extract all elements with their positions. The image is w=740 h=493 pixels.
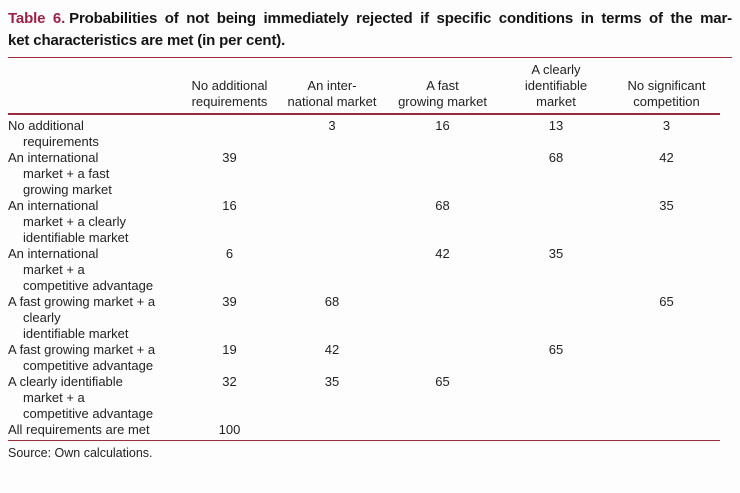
column-header: No significant competition (613, 58, 720, 115)
row-label-line: growing market (23, 182, 112, 197)
row-label-line: A clearly identifiable (8, 374, 123, 389)
value-cell (499, 422, 613, 441)
row-label-line: A fast growing market + a (8, 294, 156, 309)
row-label-line: A fast growing market + a (8, 342, 156, 357)
table-row: An international market + a competitive ad… (8, 246, 720, 294)
value-cell (278, 422, 386, 441)
value-cell (278, 246, 386, 294)
row-label-line: An international (8, 150, 99, 165)
value-cell (613, 342, 720, 374)
column-header: A fast growing market (386, 58, 499, 115)
value-cell: 42 (324, 342, 340, 357)
value-cell: 68 (548, 150, 564, 165)
table-row: A clearly identifiable market + a competit… (8, 374, 720, 422)
row-label-cell: All requirements are met (8, 422, 181, 441)
row-label-cell: A fast growing market + a competitive adv… (8, 342, 181, 374)
row-label-line: market + a (23, 390, 85, 405)
column-header: An inter-national market (278, 58, 386, 115)
column-header: A clearly identifiable market (499, 58, 613, 115)
table-row: An international market + a clearly identi… (8, 198, 720, 246)
value-cell (278, 150, 386, 198)
probabilities-table: No additional requirements An inter-nation… (8, 58, 720, 441)
caption-line-1: Table 6. Probabilities of not being immed… (8, 8, 732, 30)
table-caption: Table 6. Probabilities of not being immed… (8, 8, 732, 58)
row-label-line: identifiable market (23, 326, 129, 341)
value-cell: 3 (662, 118, 671, 133)
table-number-label: Table 6. (8, 10, 66, 27)
value-cell (386, 150, 499, 198)
row-label-cell: A clearly identifiable market + a competit… (8, 374, 181, 422)
table-body: No additional requirements 3 16 13 3 An intern… (8, 114, 720, 441)
value-cell: 68 (435, 198, 450, 213)
value-cell: 65 (435, 374, 450, 389)
row-label-cell: An international market + a clearly identi… (8, 198, 181, 246)
value-cell: 65 (548, 342, 564, 357)
value-cell: 35 (548, 246, 564, 261)
row-label-line: identifiable market (23, 230, 129, 245)
row-label-line: competitive advantage (23, 278, 154, 293)
value-cell (278, 198, 386, 246)
row-label-cell: An international market + a competitive ad… (8, 246, 181, 294)
table-row: An international market + a fast growing m… (8, 150, 720, 198)
value-cell (613, 246, 720, 294)
value-cell: 3 (328, 118, 336, 133)
value-cell: 39 (222, 294, 237, 309)
value-cell (499, 374, 613, 422)
value-cell: 42 (659, 150, 674, 165)
row-label-line: clearly (23, 310, 61, 325)
row-label-cell: A fast growing market + a clearly identifi… (8, 294, 181, 342)
row-label-cell: An international market + a fast growing m… (8, 150, 181, 198)
row-label-cell: No additional requirements (8, 114, 181, 150)
row-label-line: competitive advantage (23, 358, 154, 373)
table-row: All requirements are met 100 (8, 422, 720, 441)
value-cell: 16 (222, 198, 237, 213)
row-label-line: requirements (23, 134, 99, 149)
value-cell (181, 114, 278, 150)
value-cell: 100 (181, 422, 278, 441)
row-label-line: market + a fast (23, 166, 110, 181)
value-cell (386, 342, 499, 374)
row-label-line: competitive advantage (23, 406, 154, 421)
table-row: No additional requirements 3 16 13 3 (8, 114, 720, 150)
row-label-line: An international (8, 246, 99, 261)
value-cell (386, 294, 499, 342)
value-cell: 16 (435, 118, 450, 133)
value-cell: 68 (324, 294, 340, 309)
row-label-line: market + a (23, 262, 85, 277)
value-cell: 42 (435, 246, 450, 261)
row-label-line: An international (8, 198, 99, 213)
value-cell: 32 (222, 374, 237, 389)
value-cell: 35 (659, 198, 674, 213)
value-cell: 6 (225, 246, 234, 261)
row-label-line: market + a clearly (23, 214, 126, 229)
corner-cell (8, 58, 181, 115)
caption-text-line1: Probabilities of not being immediately r… (69, 10, 733, 27)
value-cell (499, 198, 613, 246)
table-row: A fast growing market + a clearly identifi… (8, 294, 720, 342)
value-cell (386, 422, 499, 441)
value-cell: 13 (548, 118, 564, 133)
header-row: No additional requirements An inter-nation… (8, 58, 720, 115)
caption-text-line2: ket characteristics are met (in per cent… (8, 32, 286, 49)
value-cell: 65 (659, 294, 674, 309)
value-cell (613, 422, 720, 441)
row-label-line: All requirements are met (8, 422, 150, 437)
row-label-line: No additional (8, 118, 84, 133)
table-header: No additional requirements An inter-nation… (8, 58, 720, 115)
value-cell: 39 (222, 150, 237, 165)
value-cell (613, 374, 720, 422)
source-note: Source: Own calculations. (8, 446, 153, 460)
value-cell: 19 (222, 342, 237, 357)
column-header: No additional requirements (181, 58, 278, 115)
value-cell: 35 (324, 374, 340, 389)
table-row: A fast growing market + a competitive adv… (8, 342, 720, 374)
value-cell (499, 294, 613, 342)
